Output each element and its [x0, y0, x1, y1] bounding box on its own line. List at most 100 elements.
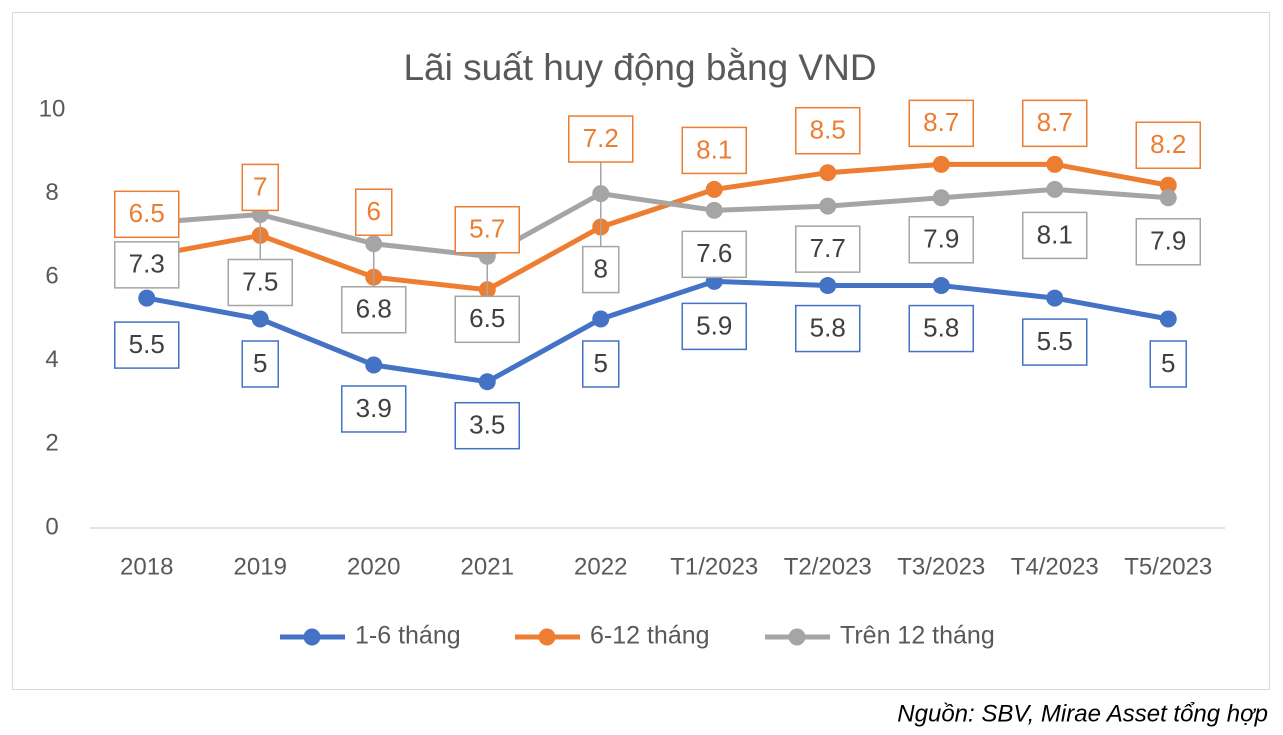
data-label: 7: [253, 171, 267, 201]
data-label: 8.5: [810, 115, 846, 145]
marker: [819, 197, 837, 215]
data-label: 5.7: [469, 214, 505, 244]
x-tick-label: T2/2023: [784, 553, 872, 580]
label-box: [795, 106, 861, 155]
marker: [819, 277, 837, 295]
label-box: [114, 190, 180, 239]
label-box: [1149, 340, 1187, 388]
marker: [932, 155, 950, 173]
data-label: 3.9: [356, 393, 392, 423]
label-box: [355, 188, 393, 236]
marker: [1046, 289, 1064, 307]
label-box: [582, 245, 620, 294]
x-tick-label: 2018: [120, 553, 173, 580]
data-label: 5: [1161, 348, 1175, 378]
marker: [1159, 176, 1177, 194]
legend-label: Trên 12 tháng: [840, 622, 995, 650]
data-label: 7.3: [129, 249, 165, 279]
data-label: 7.9: [1150, 226, 1186, 256]
marker: [1046, 180, 1064, 198]
label-box: [114, 321, 180, 369]
marker: [592, 310, 610, 328]
y-tick-label: 4: [45, 346, 58, 373]
legend-marker: [788, 628, 806, 646]
legend-label: 1-6 tháng: [355, 622, 461, 650]
y-tick-label: 0: [45, 513, 58, 540]
label-box: [454, 295, 520, 344]
marker: [251, 310, 269, 328]
data-label: 5.8: [923, 312, 959, 342]
marker: [1159, 189, 1177, 207]
legend-label: 6-12 tháng: [590, 622, 710, 650]
label-box: [1135, 218, 1201, 266]
source-note: Nguồn: SBV, Mirae Asset tổng hợp: [897, 700, 1268, 727]
data-label: 5.5: [1037, 326, 1073, 356]
data-label: 8.7: [923, 107, 959, 137]
x-tick-label: T1/2023: [670, 553, 758, 580]
marker: [819, 164, 837, 182]
marker: [365, 356, 383, 374]
label-box: [681, 126, 747, 175]
label-box: [241, 340, 279, 388]
x-tick-label: T4/2023: [1011, 553, 1099, 580]
data-label: 7.7: [810, 233, 846, 263]
series-line: [146, 161, 1169, 293]
label-box: [795, 225, 861, 273]
data-label: 5: [253, 348, 267, 378]
label-box: [681, 230, 747, 279]
data-label: 6: [367, 196, 381, 226]
label-box: [908, 216, 974, 264]
data-label: 3.5: [469, 410, 505, 440]
label-box: [341, 385, 407, 433]
data-label: 6.8: [356, 294, 392, 324]
series-line: [146, 278, 1169, 385]
label-box: [454, 205, 520, 254]
legend-marker: [303, 628, 321, 646]
label-box: [341, 286, 407, 334]
data-label: 5.9: [696, 310, 732, 340]
chart-title: Lãi suất huy động bằng VND: [403, 47, 876, 88]
label-box: [114, 241, 180, 289]
data-label: 6.5: [469, 303, 505, 333]
data-label: 7.9: [923, 224, 959, 254]
marker: [138, 289, 156, 307]
marker: [1046, 155, 1064, 173]
y-tick-label: 2: [45, 430, 58, 457]
y-tick-label: 6: [45, 263, 58, 290]
label-box: [795, 304, 861, 353]
data-label: 7.5: [242, 266, 278, 296]
label-box: [582, 340, 620, 388]
series-line: [146, 186, 1169, 259]
x-tick-label: 2020: [347, 553, 400, 580]
x-tick-label: 2021: [461, 553, 514, 580]
label-box: [908, 99, 974, 148]
data-label: 8.1: [1037, 219, 1073, 249]
y-tick-label: 10: [39, 95, 66, 122]
marker: [478, 373, 496, 391]
marker: [705, 180, 723, 198]
x-tick-label: T5/2023: [1124, 553, 1212, 580]
label-box: [1022, 99, 1088, 148]
y-tick-label: 8: [45, 179, 58, 206]
label-box: [908, 304, 974, 353]
data-label: 8: [594, 253, 608, 283]
label-box: [241, 163, 279, 212]
x-tick-label: T3/2023: [897, 553, 985, 580]
data-label: 5.8: [810, 312, 846, 342]
data-label: 7.6: [696, 238, 732, 268]
data-label: 5.5: [129, 329, 165, 359]
label-box: [227, 258, 293, 307]
label-box: [568, 115, 634, 163]
marker: [705, 201, 723, 219]
label-box: [1022, 318, 1088, 366]
x-tick-label: 2022: [574, 553, 627, 580]
marker: [932, 189, 950, 207]
marker: [1159, 310, 1177, 328]
label-box: [454, 401, 520, 450]
label-box: [681, 302, 747, 351]
legend-marker: [538, 628, 556, 646]
data-label: 6.5: [129, 198, 165, 228]
data-label: 5: [594, 348, 608, 378]
label-box: [1135, 121, 1201, 169]
